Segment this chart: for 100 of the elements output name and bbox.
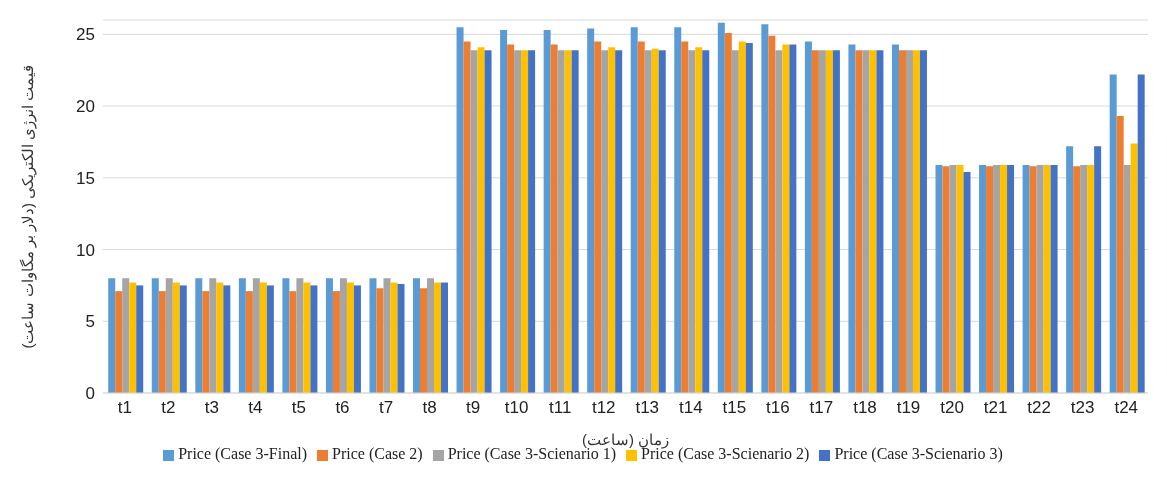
bar	[1050, 164, 1058, 393]
bar	[390, 282, 398, 393]
bar	[353, 285, 361, 393]
bar	[245, 291, 253, 393]
bar	[383, 278, 391, 393]
x-tick-label: t20	[940, 398, 964, 418]
bar	[1137, 74, 1145, 393]
bar	[136, 285, 144, 393]
bar	[266, 285, 274, 393]
bar	[724, 32, 732, 393]
bar	[905, 50, 913, 393]
bar	[832, 50, 840, 393]
bar	[179, 285, 187, 393]
bar	[557, 50, 565, 393]
bar	[782, 44, 790, 393]
bar	[165, 278, 173, 393]
bar	[571, 50, 579, 393]
bar	[1043, 164, 1051, 393]
bar	[768, 35, 776, 393]
bar	[427, 278, 435, 393]
bar	[876, 50, 884, 393]
legend-label: Price (Case 3-Final)	[178, 445, 308, 462]
x-tick-label: t19	[896, 398, 921, 418]
x-tick-label: t12	[591, 398, 616, 418]
bar	[484, 50, 492, 393]
bar	[1073, 166, 1081, 393]
bar	[332, 291, 340, 393]
bar	[477, 47, 485, 393]
bar	[289, 291, 297, 393]
bar	[615, 50, 623, 393]
x-tick-label: t24	[1114, 398, 1139, 418]
bar	[376, 288, 384, 393]
bar	[528, 50, 536, 393]
bar	[818, 50, 826, 393]
bar	[1000, 164, 1008, 393]
bar	[172, 282, 180, 393]
bar	[543, 30, 551, 393]
bar	[1116, 116, 1124, 393]
bar	[223, 285, 231, 393]
bar	[898, 50, 906, 393]
bar	[745, 42, 753, 393]
x-tick-label: t7	[378, 398, 394, 418]
bar	[738, 41, 746, 393]
bar	[869, 50, 877, 393]
bar	[202, 291, 210, 393]
bar	[608, 47, 616, 393]
bar	[1123, 164, 1131, 393]
x-tick-label: t15	[722, 398, 747, 418]
bar	[775, 50, 783, 393]
bar	[1130, 143, 1138, 393]
bar	[1094, 146, 1102, 393]
bar	[507, 44, 515, 393]
bar	[564, 50, 572, 393]
x-tick-label: t8	[422, 398, 437, 418]
bar	[463, 41, 471, 393]
bar	[129, 282, 137, 393]
x-tick-label: t23	[1070, 398, 1095, 418]
bar	[470, 50, 478, 393]
bar	[158, 291, 166, 393]
bar	[259, 282, 267, 393]
y-axis-title: قیمت انرژی الکتریکی (دلار بر مگاوات ساعت)	[19, 64, 38, 349]
x-tick-label: t16	[766, 398, 790, 418]
bar	[848, 44, 856, 393]
bar	[420, 288, 428, 393]
bar	[1029, 166, 1037, 393]
x-tick-label: t14	[678, 398, 703, 418]
bar	[594, 41, 602, 393]
bar	[637, 41, 645, 393]
bar	[644, 50, 652, 393]
bar	[195, 278, 203, 393]
bar	[282, 278, 290, 393]
bar	[108, 278, 116, 393]
x-tick-label: t17	[809, 398, 834, 418]
x-tick-label: t4	[248, 398, 263, 418]
bar	[825, 50, 833, 393]
bar	[979, 164, 987, 393]
bar	[1066, 146, 1074, 393]
bar	[252, 278, 260, 393]
bar	[658, 50, 666, 393]
bar	[630, 27, 638, 393]
bar	[296, 278, 304, 393]
bar	[731, 50, 739, 393]
bar	[369, 278, 377, 393]
bar	[151, 278, 159, 393]
x-tick-label: t9	[466, 398, 481, 418]
legend-label: Price (Case 2)	[332, 445, 423, 462]
bar	[804, 41, 812, 393]
bar	[919, 50, 927, 393]
bar	[413, 278, 421, 393]
bar	[303, 282, 311, 393]
x-tick-label: t5	[291, 398, 307, 418]
bar	[325, 278, 333, 393]
bar	[986, 166, 994, 393]
bar	[855, 50, 863, 393]
bar	[891, 44, 899, 393]
bar	[963, 172, 971, 393]
bar	[674, 27, 682, 393]
bar	[209, 278, 217, 393]
x-tick-label: t18	[853, 398, 877, 418]
y-tick-label: 25	[76, 25, 95, 45]
